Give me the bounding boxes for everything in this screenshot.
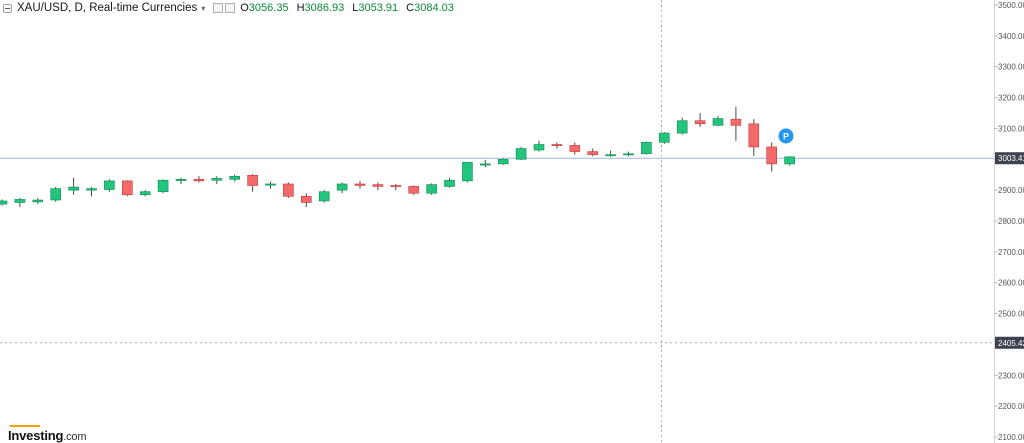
y-tick-label: 3300.00	[998, 63, 1024, 72]
candle-body[interactable]	[247, 175, 258, 186]
investing-logo: Investing.com	[8, 425, 87, 443]
y-tick-label: 3100.00	[998, 124, 1024, 133]
candle-body[interactable]	[676, 120, 688, 134]
y-tick-label: 2700.00	[998, 248, 1024, 257]
candle-body[interactable]	[104, 180, 115, 190]
candle-body[interactable]	[193, 179, 205, 182]
candle-body[interactable]	[336, 183, 348, 191]
candle-body[interactable]	[748, 123, 760, 148]
candle-body[interactable]	[318, 191, 330, 202]
candle-body[interactable]	[157, 179, 169, 192]
collapse-icon[interactable]	[3, 3, 12, 13]
y-tick-label: 2600.00	[998, 279, 1024, 288]
candle-body[interactable]	[14, 199, 26, 203]
candle-body[interactable]	[730, 118, 742, 126]
candle-body[interactable]	[569, 145, 581, 152]
candle-body[interactable]	[623, 153, 634, 156]
candle-body[interactable]	[784, 156, 795, 165]
candle-body[interactable]	[766, 146, 778, 165]
candle-body[interactable]	[408, 186, 420, 194]
toggle-visibility-icon[interactable]	[213, 3, 224, 13]
candle-body[interactable]	[229, 175, 240, 180]
current-price-badge-label: 3003.41	[998, 154, 1024, 163]
ohlc-close: C3084.03	[406, 2, 454, 14]
candle-body[interactable]	[551, 144, 563, 146]
candle-body[interactable]	[283, 183, 294, 197]
chevron-down-icon[interactable]: ▾	[201, 3, 206, 13]
y-tick-label: 2100.00	[998, 433, 1024, 442]
current-price-badge	[995, 152, 1024, 165]
candle-body[interactable]	[139, 191, 151, 196]
crosshair-price-badge	[995, 336, 1024, 349]
candle-body[interactable]	[390, 185, 402, 188]
logo-suffix: .com	[63, 431, 87, 443]
candle-body[interactable]	[497, 158, 509, 165]
y-tick-label: 2300.00	[998, 371, 1024, 380]
candle-body[interactable]	[300, 196, 312, 203]
candle-body[interactable]	[515, 148, 527, 160]
marker-p-label: P	[783, 132, 789, 142]
settings-icon[interactable]	[225, 3, 236, 13]
candle-body[interactable]	[68, 186, 79, 191]
logo-accent-bar	[10, 425, 40, 427]
candle-body[interactable]	[426, 184, 437, 194]
y-tick-label: 2200.00	[998, 402, 1024, 411]
candle-body[interactable]	[712, 118, 724, 126]
candle-body[interactable]	[265, 183, 276, 186]
candle-body[interactable]	[479, 163, 491, 166]
candle-body[interactable]	[32, 199, 44, 203]
symbol-title: XAU/USD, D, Real-time Currencies	[17, 2, 198, 14]
candle-body[interactable]	[86, 188, 97, 191]
candle-body[interactable]	[444, 179, 455, 187]
ohlc-high: H3086.93	[296, 2, 345, 14]
crosshair-price-badge-label: 2405.42	[998, 339, 1024, 348]
y-tick-label: 3200.00	[998, 94, 1024, 103]
candle-body[interactable]	[641, 142, 652, 155]
candle-body[interactable]	[694, 120, 706, 125]
y-tick-label: 3500.00	[998, 1, 1024, 10]
candle-body[interactable]	[658, 132, 670, 143]
ohlc-low: L3053.91	[352, 2, 399, 14]
candle-body[interactable]	[175, 179, 187, 181]
candle-body[interactable]	[354, 183, 366, 186]
candle-body[interactable]	[122, 180, 133, 196]
candle-body[interactable]	[533, 144, 545, 151]
y-tick-label: 3400.00	[998, 32, 1024, 41]
y-tick-label: 2800.00	[998, 217, 1024, 226]
candle-body[interactable]	[0, 200, 8, 205]
candle-body[interactable]	[587, 151, 599, 155]
candle-body[interactable]	[50, 188, 62, 201]
marker-p-icon[interactable]	[778, 128, 794, 144]
chart-legend-header: XAU/USD, D, Real-time Currencies ▾ O3056…	[0, 0, 459, 16]
candle-body[interactable]	[372, 184, 384, 187]
y-tick-label: 2900.00	[998, 186, 1024, 195]
candle-body[interactable]	[605, 154, 616, 157]
ohlc-open: O3056.35	[240, 2, 289, 14]
candle-body[interactable]	[211, 178, 223, 181]
logo-name: Investing	[8, 428, 64, 443]
y-tick-label: 2500.00	[998, 310, 1024, 319]
candle-body[interactable]	[462, 162, 473, 182]
